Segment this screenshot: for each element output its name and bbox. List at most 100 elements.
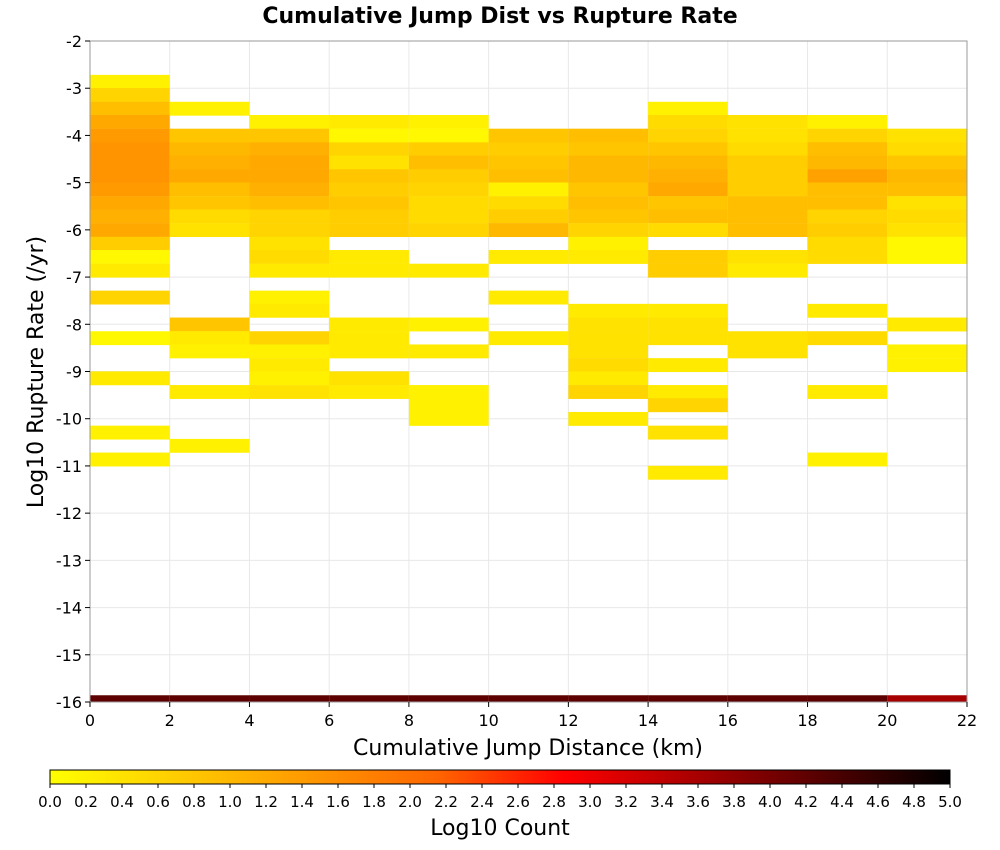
heatmap-cell — [90, 209, 170, 224]
heatmap-cell — [807, 452, 888, 467]
heatmap-cell — [408, 114, 489, 129]
heatmap-cell — [249, 155, 330, 170]
heatmap-cell — [249, 236, 330, 251]
heatmap-cell — [169, 223, 250, 238]
heatmap-cell — [90, 142, 170, 157]
heatmap-cell — [329, 128, 409, 143]
y-tick-label: -8 — [66, 315, 82, 334]
heatmap-cell — [90, 114, 170, 129]
heatmap-cell — [727, 182, 808, 197]
colorbar-tick-label: 3.6 — [686, 793, 710, 811]
heatmap-cell — [329, 182, 409, 197]
heatmap-cell — [648, 303, 728, 318]
heatmap-cell — [488, 128, 569, 143]
heatmap-cell — [408, 169, 489, 184]
heatmap-cell — [727, 128, 808, 143]
heatmap-cell — [727, 169, 808, 184]
y-tick-label: -15 — [56, 646, 82, 665]
x-tick-label: 6 — [324, 711, 334, 730]
heatmap-cell — [648, 317, 728, 332]
heatmap-cell — [887, 236, 967, 251]
heatmap-cell — [648, 209, 728, 224]
heatmap-cell — [807, 303, 888, 318]
heatmap-cell — [648, 223, 728, 238]
y-axis-label: Log10 Rupture Rate (/yr) — [24, 236, 49, 508]
heatmap-cell — [169, 196, 250, 211]
heatmap-cell — [90, 331, 170, 346]
heatmap-cell — [488, 155, 569, 170]
y-tick-label: -11 — [56, 457, 82, 476]
heatmap-cell — [90, 371, 170, 386]
heatmap-cell — [568, 209, 649, 224]
heatmap-cell — [727, 142, 808, 157]
heatmap-cell — [169, 695, 250, 703]
heatmap-cell — [648, 169, 728, 184]
heatmap-cell — [648, 425, 728, 440]
colorbar-tick-label: 0.8 — [182, 793, 206, 811]
heatmap-cell — [90, 250, 170, 264]
heatmap-cell — [807, 155, 888, 170]
x-tick-label: 18 — [797, 711, 817, 730]
y-tick-label: -9 — [66, 363, 82, 382]
heatmap-cell — [648, 263, 728, 278]
heatmap-cell — [169, 128, 250, 143]
heatmap-cell — [727, 223, 808, 238]
heatmap-cell — [887, 142, 967, 157]
heatmap-cell — [887, 344, 967, 359]
heatmap-cell — [807, 223, 888, 238]
heatmap-cell — [329, 209, 409, 224]
heatmap-cell — [90, 128, 170, 143]
y-axis-ticks: -2 -3 -4 -5 -6 -7 -8 -9 -10 -11 -12 -13 -14 -15 -16 — [56, 32, 90, 712]
heatmap-cell — [488, 142, 569, 157]
heatmap-cell — [807, 209, 888, 224]
colorbar-tick-label: 2.6 — [506, 793, 530, 811]
heatmap-cell — [887, 250, 967, 264]
heatmap-cell — [329, 344, 409, 359]
heatmap-cell — [329, 142, 409, 157]
heatmap-cell — [329, 155, 409, 170]
heatmap-cell — [249, 250, 330, 264]
heatmap-cell — [329, 169, 409, 184]
heatmap-cell — [169, 317, 250, 332]
heatmap-cell — [169, 101, 250, 116]
colorbar-tick-label: 3.4 — [650, 793, 674, 811]
colorbar-tick-label: 4.6 — [866, 793, 890, 811]
colorbar-ticks: 0.0 0.2 0.4 0.6 0.8 1.0 1.2 1.4 1.6 1.8 2.0 2.2 2.4 2… — [38, 784, 962, 811]
heatmap-cell — [169, 155, 250, 170]
heatmap-cell — [408, 223, 489, 238]
heatmap-cell — [887, 169, 967, 184]
colorbar-tick-label: 4.2 — [794, 793, 818, 811]
colorbar-tick-label: 3.2 — [614, 793, 638, 811]
heatmap-cell — [329, 317, 409, 332]
x-tick-label: 16 — [718, 711, 738, 730]
heatmap-cell — [887, 223, 967, 238]
heatmap-cell — [568, 142, 649, 157]
heatmap-cell — [727, 196, 808, 211]
heatmap-cell — [568, 411, 649, 426]
x-tick-label: 22 — [957, 711, 977, 730]
heatmap-cell — [249, 196, 330, 211]
x-tick-label: 20 — [877, 711, 897, 730]
heatmap-cell — [329, 263, 409, 278]
heatmap-cell — [568, 385, 649, 399]
heatmap-cell — [90, 196, 170, 211]
heatmap-cell — [249, 223, 330, 238]
colorbar-tick-label: 5.0 — [938, 793, 962, 811]
heatmap-cell — [90, 88, 170, 102]
y-tick-label: -10 — [56, 410, 82, 429]
y-tick-label: -13 — [56, 551, 82, 570]
heatmap-cell — [249, 128, 330, 143]
y-tick-label: -5 — [66, 174, 82, 193]
heatmap-cell — [568, 155, 649, 170]
heatmap-cell — [887, 128, 967, 143]
heatmap-cell — [488, 169, 569, 184]
heatmap-cell — [648, 101, 728, 116]
heatmap-cell — [408, 155, 489, 170]
heatmap-cell — [249, 695, 330, 703]
heatmap-cell — [408, 196, 489, 211]
heatmap-cell — [807, 250, 888, 264]
heatmap-cell — [568, 182, 649, 197]
heatmap-cell — [648, 114, 728, 129]
heatmap-cell — [727, 695, 808, 703]
